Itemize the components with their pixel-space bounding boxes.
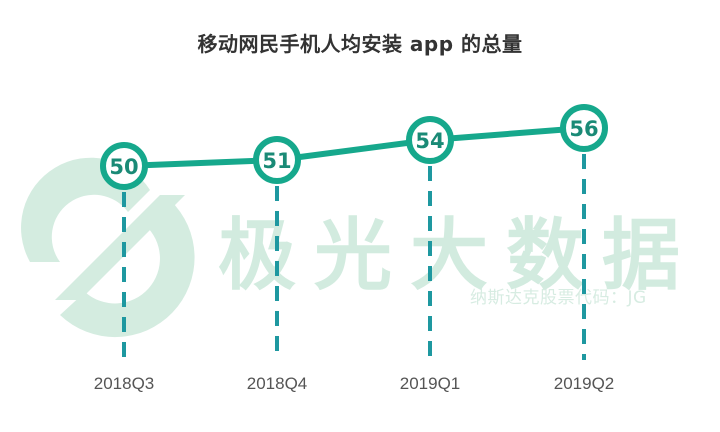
watermark-subtext: 纳斯达克股票代码：JG bbox=[470, 288, 647, 308]
x-tick-label: 2018Q3 bbox=[93, 374, 155, 393]
data-label: 50 bbox=[109, 155, 138, 179]
point-2019q2 bbox=[560, 104, 608, 152]
chart-title: 移动网民手机人均安装 app 的总量 bbox=[197, 32, 523, 56]
data-label: 54 bbox=[415, 129, 444, 153]
data-label: 56 bbox=[569, 117, 598, 141]
point-2018q3 bbox=[100, 142, 148, 190]
x-tick-label: 2019Q1 bbox=[399, 374, 461, 393]
data-label: 51 bbox=[262, 149, 291, 173]
data-line bbox=[123, 125, 585, 169]
x-tick-label: 2018Q4 bbox=[246, 374, 308, 393]
point-2019q1 bbox=[406, 116, 454, 164]
watermark-text: 极光大数据 bbox=[218, 211, 699, 301]
point-2018q4 bbox=[253, 136, 301, 184]
x-tick-label: 2019Q2 bbox=[553, 374, 615, 393]
